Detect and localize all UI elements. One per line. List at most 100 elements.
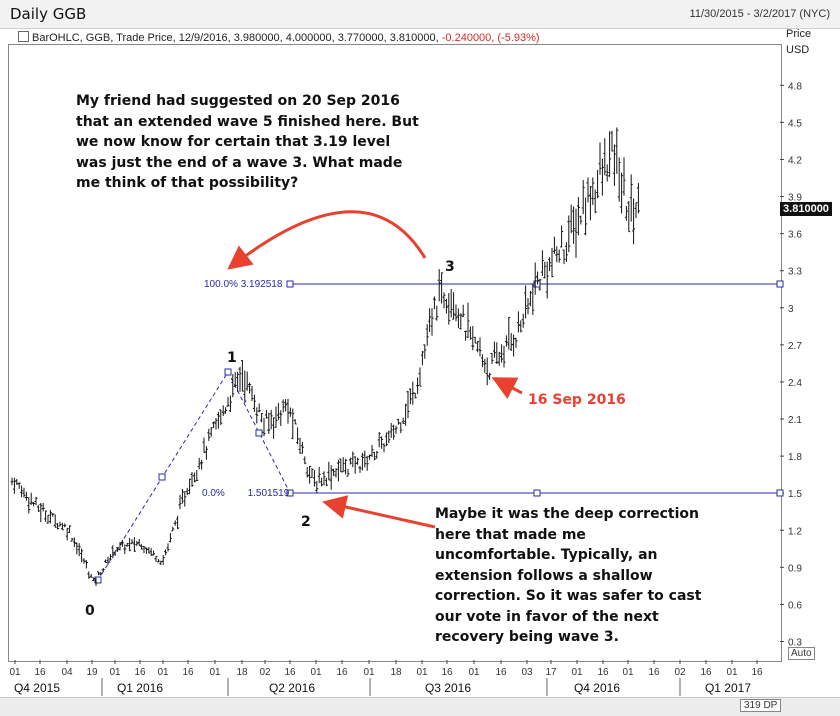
x-quarter-label: Q4 2016: [574, 681, 620, 695]
x-tick-label: 16: [648, 667, 660, 678]
auto-scale-button[interactable]: Auto: [788, 647, 815, 660]
fib-0-pct: 0.0%: [202, 488, 225, 499]
wave-label-2: 2: [301, 514, 311, 530]
y-axis-title: Price: [786, 28, 812, 40]
x-tick-label: 16: [495, 667, 507, 678]
wave-label-3: 3: [445, 259, 455, 275]
bottom-annotation-line: here that made me: [435, 526, 586, 543]
series-legend: BarOHLC, GGB, Trade Price, 12/9/2016, 3.…: [18, 31, 540, 44]
y-tick-label: 3.3: [788, 267, 802, 278]
scroll-bar[interactable]: [0, 697, 840, 716]
fib-handle: [533, 489, 541, 497]
chart-canvas: 0.3 0.6 0.9 1.2 1.5 1.8 2.1 2.4 2.7 3 3.3 3.6 3.9 4.2…: [9, 81, 802, 696]
x-tick-label: 19: [86, 667, 98, 678]
x-tick-label: 16: [751, 667, 763, 678]
y-tick-label: 4.8: [788, 81, 802, 92]
chart-titlebar: Daily GGB 11/30/2015 - 3/2/2017 (NYC): [0, 0, 840, 29]
x-tick-label: 16: [336, 667, 348, 678]
x-quarter-label: Q1 2016: [117, 681, 163, 695]
fib-handle: [776, 280, 784, 288]
top-annotation-line: that an extended wave 5 finished here. B…: [76, 113, 419, 130]
top-annotation-line: was just the end of a wave 3. What made: [76, 154, 403, 171]
bottom-annotation: Maybe it was the deep correction here th…: [435, 504, 701, 648]
x-tick-label: 16: [597, 667, 609, 678]
x-tick-label: 01: [363, 667, 375, 678]
top-annotation: My friend had suggested on 20 Sep 2016 t…: [76, 91, 419, 194]
bar-series-icon: [18, 31, 29, 42]
y-tick-label: 4.5: [788, 118, 802, 129]
x-tick-label: 16: [134, 667, 146, 678]
x-tick-label: 01: [209, 667, 221, 678]
fib-100-value: 3.192518: [240, 279, 283, 290]
x-quarter-label: Q3 2016: [425, 681, 471, 695]
fib-handle: [776, 489, 784, 497]
date-callout: 16 Sep 2016: [528, 392, 626, 408]
date-range: 11/30/2015 - 3/2/2017 (NYC): [689, 8, 830, 20]
arrow-sep16: [491, 377, 523, 399]
y-tick-label: 0.9: [788, 563, 802, 574]
wave-handle: [94, 576, 102, 584]
x-tick-label: 18: [390, 667, 402, 678]
x-quarter-label: Q1 2017: [705, 681, 751, 695]
y-tick-label: 4.2: [788, 155, 802, 166]
y-tick-label: 1.2: [788, 526, 802, 537]
bottom-annotation-line: correction. So it was safer to cast: [435, 588, 702, 604]
bottom-annotation-line: recovery being wave 3.: [435, 629, 619, 645]
chart-title: Daily GGB: [10, 5, 87, 23]
y-tick-label: 3: [788, 304, 794, 315]
zoom-indicator[interactable]: 319 DP: [740, 699, 782, 712]
wave-label-1: 1: [227, 350, 237, 366]
y-axis-currency: USD: [786, 44, 810, 56]
legend-change: -0.240000, (-5.93%): [441, 32, 540, 44]
wave-label-0: 0: [85, 603, 95, 619]
wave-handle: [286, 489, 294, 497]
x-tick-label: 01: [622, 667, 634, 678]
arrow-curved: [227, 210, 427, 270]
x-tick-label: 01: [416, 667, 428, 678]
last-price-marker: 3.810000: [780, 202, 832, 216]
x-tick-label: 02: [674, 667, 686, 678]
y-tick-label: 2.7: [788, 341, 802, 352]
x-tick-label: 04: [61, 667, 73, 678]
x-tick-label: 16: [34, 667, 46, 678]
x-tick-label: 17: [545, 667, 557, 678]
x-quarter-label: Q4 2015: [14, 681, 60, 695]
fib-0-value: 1.501519: [247, 488, 290, 499]
fib-100-label: 100.0% 3.192518: [204, 279, 282, 290]
y-tick-label: 0.6: [788, 600, 802, 611]
y-tick-label: 1.8: [788, 452, 802, 463]
fib-handle: [286, 280, 294, 288]
x-tick-label: 01: [468, 667, 480, 678]
fib-0-label: 0.0% 1.501519: [202, 488, 289, 499]
bottom-annotation-line: Maybe it was the deep correction: [435, 506, 699, 522]
y-tick-label: 1.5: [788, 489, 802, 500]
fib-100-pct: 100.0%: [204, 279, 238, 290]
arrow-correction: [322, 495, 436, 529]
x-quarter-label: Q2 2016: [269, 681, 315, 695]
top-annotation-line: me think of that possibility?: [76, 175, 299, 191]
bottom-annotation-line: extension follows a shallow: [435, 567, 653, 584]
wave-handle: [224, 368, 232, 376]
x-tick-label: 16: [284, 667, 296, 678]
x-tick-label: 01: [726, 667, 738, 678]
x-tick-label: 01: [157, 667, 169, 678]
x-tick-label: 16: [182, 667, 194, 678]
top-annotation-line: My friend had suggested on 20 Sep 2016: [76, 93, 400, 109]
y-tick-label: 2.1: [788, 415, 802, 426]
y-tick-label: 3.9: [788, 193, 802, 204]
x-tick-label: 16: [700, 667, 712, 678]
x-tick-label: 16: [441, 667, 453, 678]
legend-text: BarOHLC, GGB, Trade Price, 12/9/2016, 3.…: [32, 32, 439, 44]
x-tick-label: 18: [236, 667, 248, 678]
x-tick-label: 01: [9, 667, 21, 678]
x-tick-label: 01: [571, 667, 583, 678]
bottom-annotation-line: our vote in favor of the next: [435, 608, 659, 625]
x-tick-label: 01: [109, 667, 121, 678]
x-tick-label: 02: [259, 667, 271, 678]
plot-area[interactable]: [8, 44, 782, 662]
top-annotation-line: we now know for certain that 3.19 level: [76, 134, 391, 150]
x-tick-label: 01: [310, 667, 322, 678]
y-tick-label: 2.4: [788, 378, 802, 389]
wave-handle: [255, 429, 263, 437]
bottom-annotation-line: uncomfortable. Typically, an: [435, 547, 658, 563]
